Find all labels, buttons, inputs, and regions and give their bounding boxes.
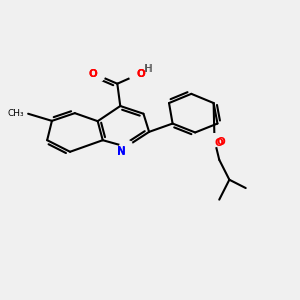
Circle shape [120,140,133,153]
Text: H: H [145,64,152,74]
Text: N: N [117,146,126,156]
Text: O: O [217,137,225,147]
Text: O: O [136,69,145,79]
Text: H: H [144,64,152,74]
Text: O: O [214,138,223,148]
Text: O: O [88,69,97,79]
Text: N: N [117,147,126,157]
Text: CH₃: CH₃ [7,109,24,118]
Circle shape [92,69,104,82]
Text: O: O [136,69,145,79]
Circle shape [130,69,142,82]
Text: O: O [88,69,97,79]
Circle shape [208,134,221,147]
